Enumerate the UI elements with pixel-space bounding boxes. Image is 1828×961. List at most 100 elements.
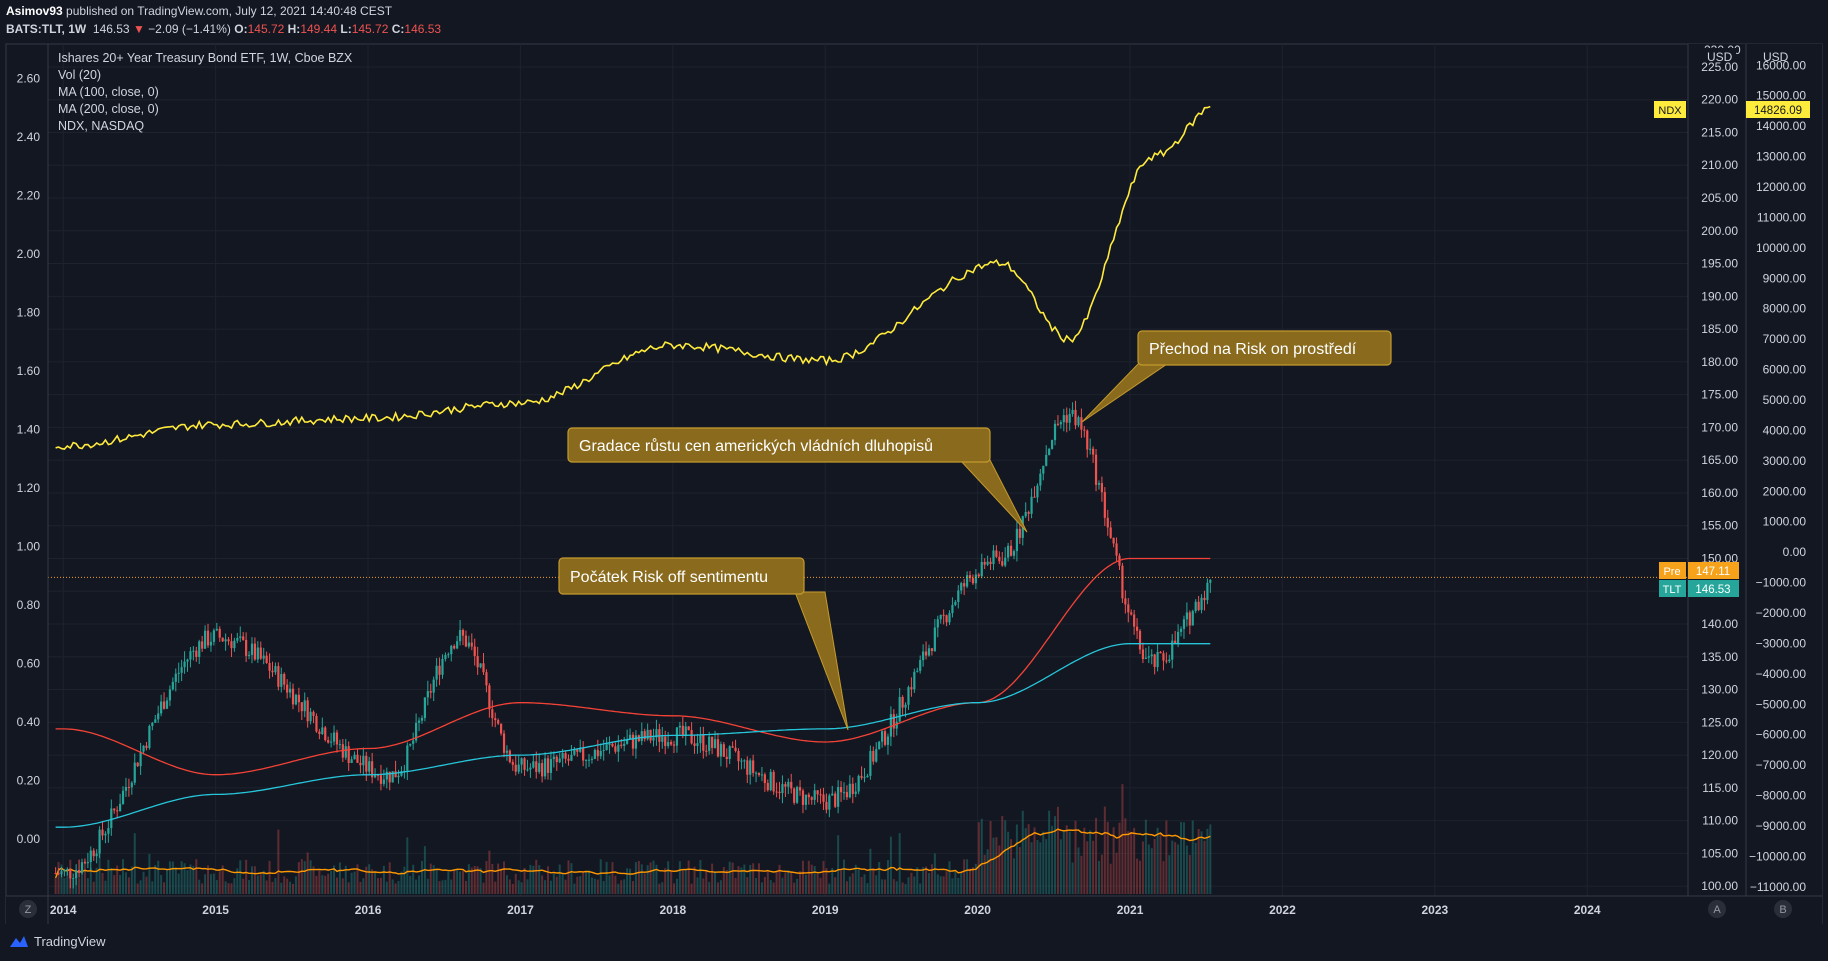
scale-button-b[interactable]: B xyxy=(1774,900,1792,918)
volume-bar xyxy=(1027,824,1030,894)
button-a-label: A xyxy=(1713,904,1721,916)
candle-body xyxy=(338,744,342,746)
volume-bar xyxy=(670,871,673,894)
candle-body xyxy=(529,767,532,770)
volume-bar xyxy=(1159,832,1162,894)
candle-body xyxy=(543,758,547,777)
candle-body xyxy=(690,730,693,744)
candle-body xyxy=(1191,611,1194,626)
candle-body xyxy=(957,590,960,602)
annotation-gradace[interactable]: Gradace růstu cen amerických vládních dl… xyxy=(567,427,1028,533)
candle-body xyxy=(1177,631,1180,644)
candle-body xyxy=(880,731,884,742)
volume-bar xyxy=(1024,828,1027,894)
volume-bar xyxy=(705,870,708,894)
candle-body xyxy=(933,627,936,652)
candle-body xyxy=(775,791,778,793)
volume-bar xyxy=(819,877,822,894)
price-chart[interactable]: Ishares 20+ Year Treasury Bond ETF, 1W, … xyxy=(0,42,1828,924)
volume-bar xyxy=(168,861,171,894)
pre-last-value: 147.11 xyxy=(1696,566,1730,578)
volume-bar xyxy=(66,871,69,894)
tradingview-brand[interactable]: TradingView xyxy=(34,934,106,949)
volume-bar xyxy=(898,833,901,894)
candle-body xyxy=(63,869,66,872)
volume-bar xyxy=(1054,816,1057,894)
candle-body xyxy=(845,792,849,798)
price-axis[interactable]: 230.00 USD 225.00220.00215.00210.00205.0… xyxy=(1700,43,1741,893)
volume-bar xyxy=(80,864,83,894)
candle-body xyxy=(1050,440,1054,449)
low-value: 145.72 xyxy=(351,22,389,36)
candle-body xyxy=(523,758,526,770)
candle-body xyxy=(162,701,166,709)
scale-button-a[interactable]: A xyxy=(1708,900,1726,918)
volume-bar xyxy=(429,863,432,894)
candle-body xyxy=(555,756,558,763)
candle-body xyxy=(1194,601,1197,612)
volume-bar xyxy=(265,880,268,894)
volume-bar xyxy=(250,866,253,894)
volume-bar xyxy=(1021,810,1024,894)
volume-bar xyxy=(1018,847,1021,894)
candle-body xyxy=(1018,528,1021,538)
left-axis-tick: 0.20 xyxy=(17,774,41,788)
candle-body xyxy=(145,745,148,748)
ndx-axis-tick: 11000.00 xyxy=(1757,210,1806,224)
volume-bar xyxy=(186,870,189,894)
candle-body xyxy=(1074,409,1077,426)
volume-bar xyxy=(324,875,327,894)
candle-body xyxy=(371,761,374,778)
volume-bar xyxy=(678,861,681,894)
candle-body xyxy=(1171,640,1174,660)
volume-bar xyxy=(397,881,400,894)
volume-bar xyxy=(136,883,139,894)
volume-bar xyxy=(89,867,92,894)
zoom-button-z[interactable]: Z xyxy=(19,900,37,918)
ndx-axis-tick: −5000.00 xyxy=(1756,697,1807,711)
candle-body xyxy=(165,700,169,709)
volume-bar xyxy=(755,878,758,894)
candle-body xyxy=(1048,448,1051,455)
candle-body xyxy=(221,637,224,642)
volume-bar xyxy=(1209,824,1212,894)
candle-body xyxy=(1174,640,1177,644)
author-name[interactable]: Asimov93 xyxy=(6,4,63,18)
volume-bar xyxy=(1177,844,1180,894)
candle-body xyxy=(605,744,608,751)
candle-body xyxy=(253,643,257,660)
ndx-axis[interactable]: USD 16000.00 15000.00 14000.00 13000.00 1200… xyxy=(1749,50,1806,894)
volume-bar xyxy=(960,873,963,894)
candle-body xyxy=(280,673,283,687)
price-axis-tick: 205.00 xyxy=(1701,191,1738,205)
volume-bar xyxy=(315,875,318,894)
candle-body xyxy=(412,740,415,744)
volume-bar xyxy=(450,879,453,894)
candle-body xyxy=(901,697,904,708)
volume-bar xyxy=(646,865,649,894)
volume-bar xyxy=(104,880,107,894)
pre-tag: Pre xyxy=(1663,566,1680,578)
candle-body xyxy=(1030,496,1033,514)
volume-bar xyxy=(1077,847,1080,894)
price-axis-tick: 180.00 xyxy=(1701,355,1738,369)
volume-bar xyxy=(658,883,661,894)
annotation-prechod[interactable]: Přechod na Risk on prostředí xyxy=(1081,330,1392,423)
volume-bar xyxy=(913,876,916,894)
candle-body xyxy=(98,829,101,854)
volume-bar xyxy=(966,859,969,894)
symbol-label[interactable]: BATS:TLT, 1W xyxy=(6,22,87,36)
volume-bar xyxy=(461,870,464,894)
tradingview-logo-icon[interactable] xyxy=(8,933,30,949)
ndx-axis-tick: 3000.00 xyxy=(1763,454,1807,468)
volume-bar xyxy=(1045,839,1048,894)
time-axis[interactable]: 2014 2015 2016 2017 2018 2019 2020 2021 2022 2023… xyxy=(50,903,1601,917)
candle-body xyxy=(649,729,652,741)
candle-body xyxy=(590,758,594,760)
candle-body xyxy=(831,793,834,796)
annotation-pocatek[interactable]: Počátek Risk off sentimentu xyxy=(558,557,849,731)
volume-bar xyxy=(1188,854,1191,894)
legend-ndx: NDX, NASDAQ xyxy=(58,119,144,133)
volume-bar xyxy=(511,883,514,894)
time-axis-tick: 2015 xyxy=(202,903,229,917)
